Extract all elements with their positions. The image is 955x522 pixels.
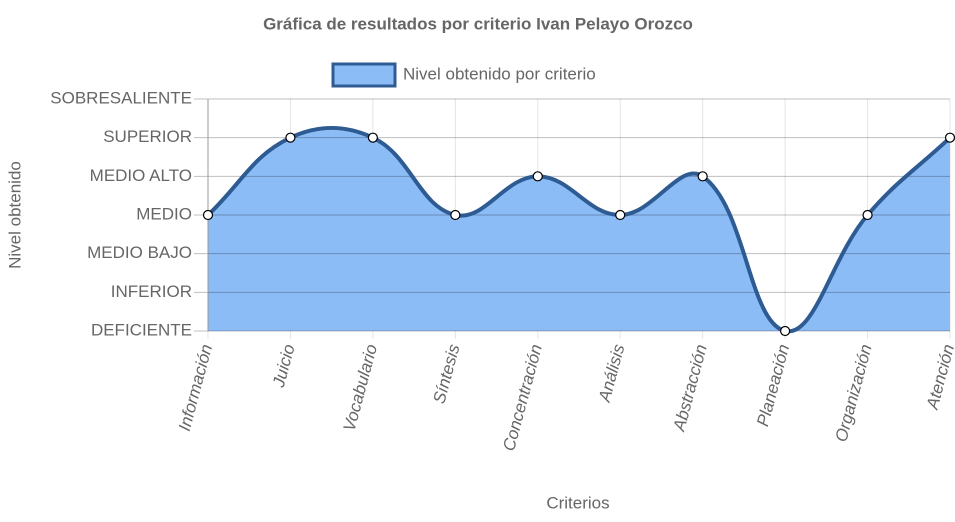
x-tick-label: Concentración bbox=[499, 342, 546, 453]
x-tick-label: Síntesis bbox=[430, 342, 464, 406]
x-axis-title: Criterios bbox=[546, 493, 609, 512]
x-tick-label: Abstracción bbox=[669, 342, 711, 434]
point bbox=[944, 132, 955, 143]
x-tick-label: Atención bbox=[922, 342, 955, 412]
y-axis-title: Nivel obtenido bbox=[5, 161, 24, 269]
y-tick-label: SUPERIOR bbox=[103, 127, 192, 146]
y-tick-label: MEDIO bbox=[136, 204, 192, 223]
legend-swatch bbox=[331, 62, 397, 88]
point bbox=[697, 171, 708, 182]
point bbox=[615, 209, 626, 221]
y-tick-label: MEDIO BAJO bbox=[87, 243, 192, 262]
y-tick-label: MEDIO ALTO bbox=[90, 166, 192, 185]
y-tick-label: DEFICIENTE bbox=[91, 320, 192, 339]
x-tick-label: Análisis bbox=[595, 342, 629, 405]
y-tick-label: INFERIOR bbox=[111, 282, 192, 301]
y-tick-label: SOBRESALIENTE bbox=[50, 88, 192, 107]
point bbox=[202, 209, 214, 221]
x-tick-label: Información bbox=[175, 342, 216, 433]
point bbox=[780, 325, 791, 337]
x-tick-label: Planeación bbox=[753, 342, 793, 428]
x-tick-label: Vocabulario bbox=[340, 342, 381, 433]
x-tick-label: Juicio bbox=[269, 342, 299, 390]
x-tick-label: Organización bbox=[831, 342, 875, 444]
point bbox=[367, 132, 378, 143]
chart-title: Gráfica de resultados por criterio Ivan … bbox=[263, 14, 693, 33]
point bbox=[285, 132, 296, 143]
legend-label: Nivel obtenido por criterio bbox=[403, 64, 596, 83]
area bbox=[208, 127, 950, 332]
line bbox=[206, 125, 952, 334]
point bbox=[450, 209, 461, 221]
point bbox=[862, 209, 873, 221]
point bbox=[532, 171, 543, 182]
